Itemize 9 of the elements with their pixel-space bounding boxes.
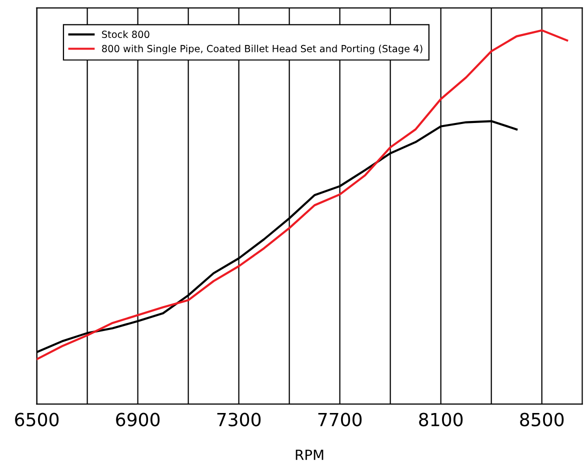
- legend-label: Stock 800: [102, 30, 150, 38]
- x-tick-label: 6900: [116, 412, 160, 426]
- x-tick-label: 8100: [419, 412, 463, 426]
- x-tick-label: 6500: [15, 412, 59, 426]
- x-tick-label: 8500: [520, 412, 564, 426]
- x-tick-label: 7300: [217, 412, 261, 426]
- x-tick-label: 7700: [318, 412, 362, 426]
- legend-label: 800 with Single Pipe, Coated Billet Head Set and Porting (Stage 4): [102, 44, 422, 54]
- x-axis-title: RPM: [296, 450, 324, 460]
